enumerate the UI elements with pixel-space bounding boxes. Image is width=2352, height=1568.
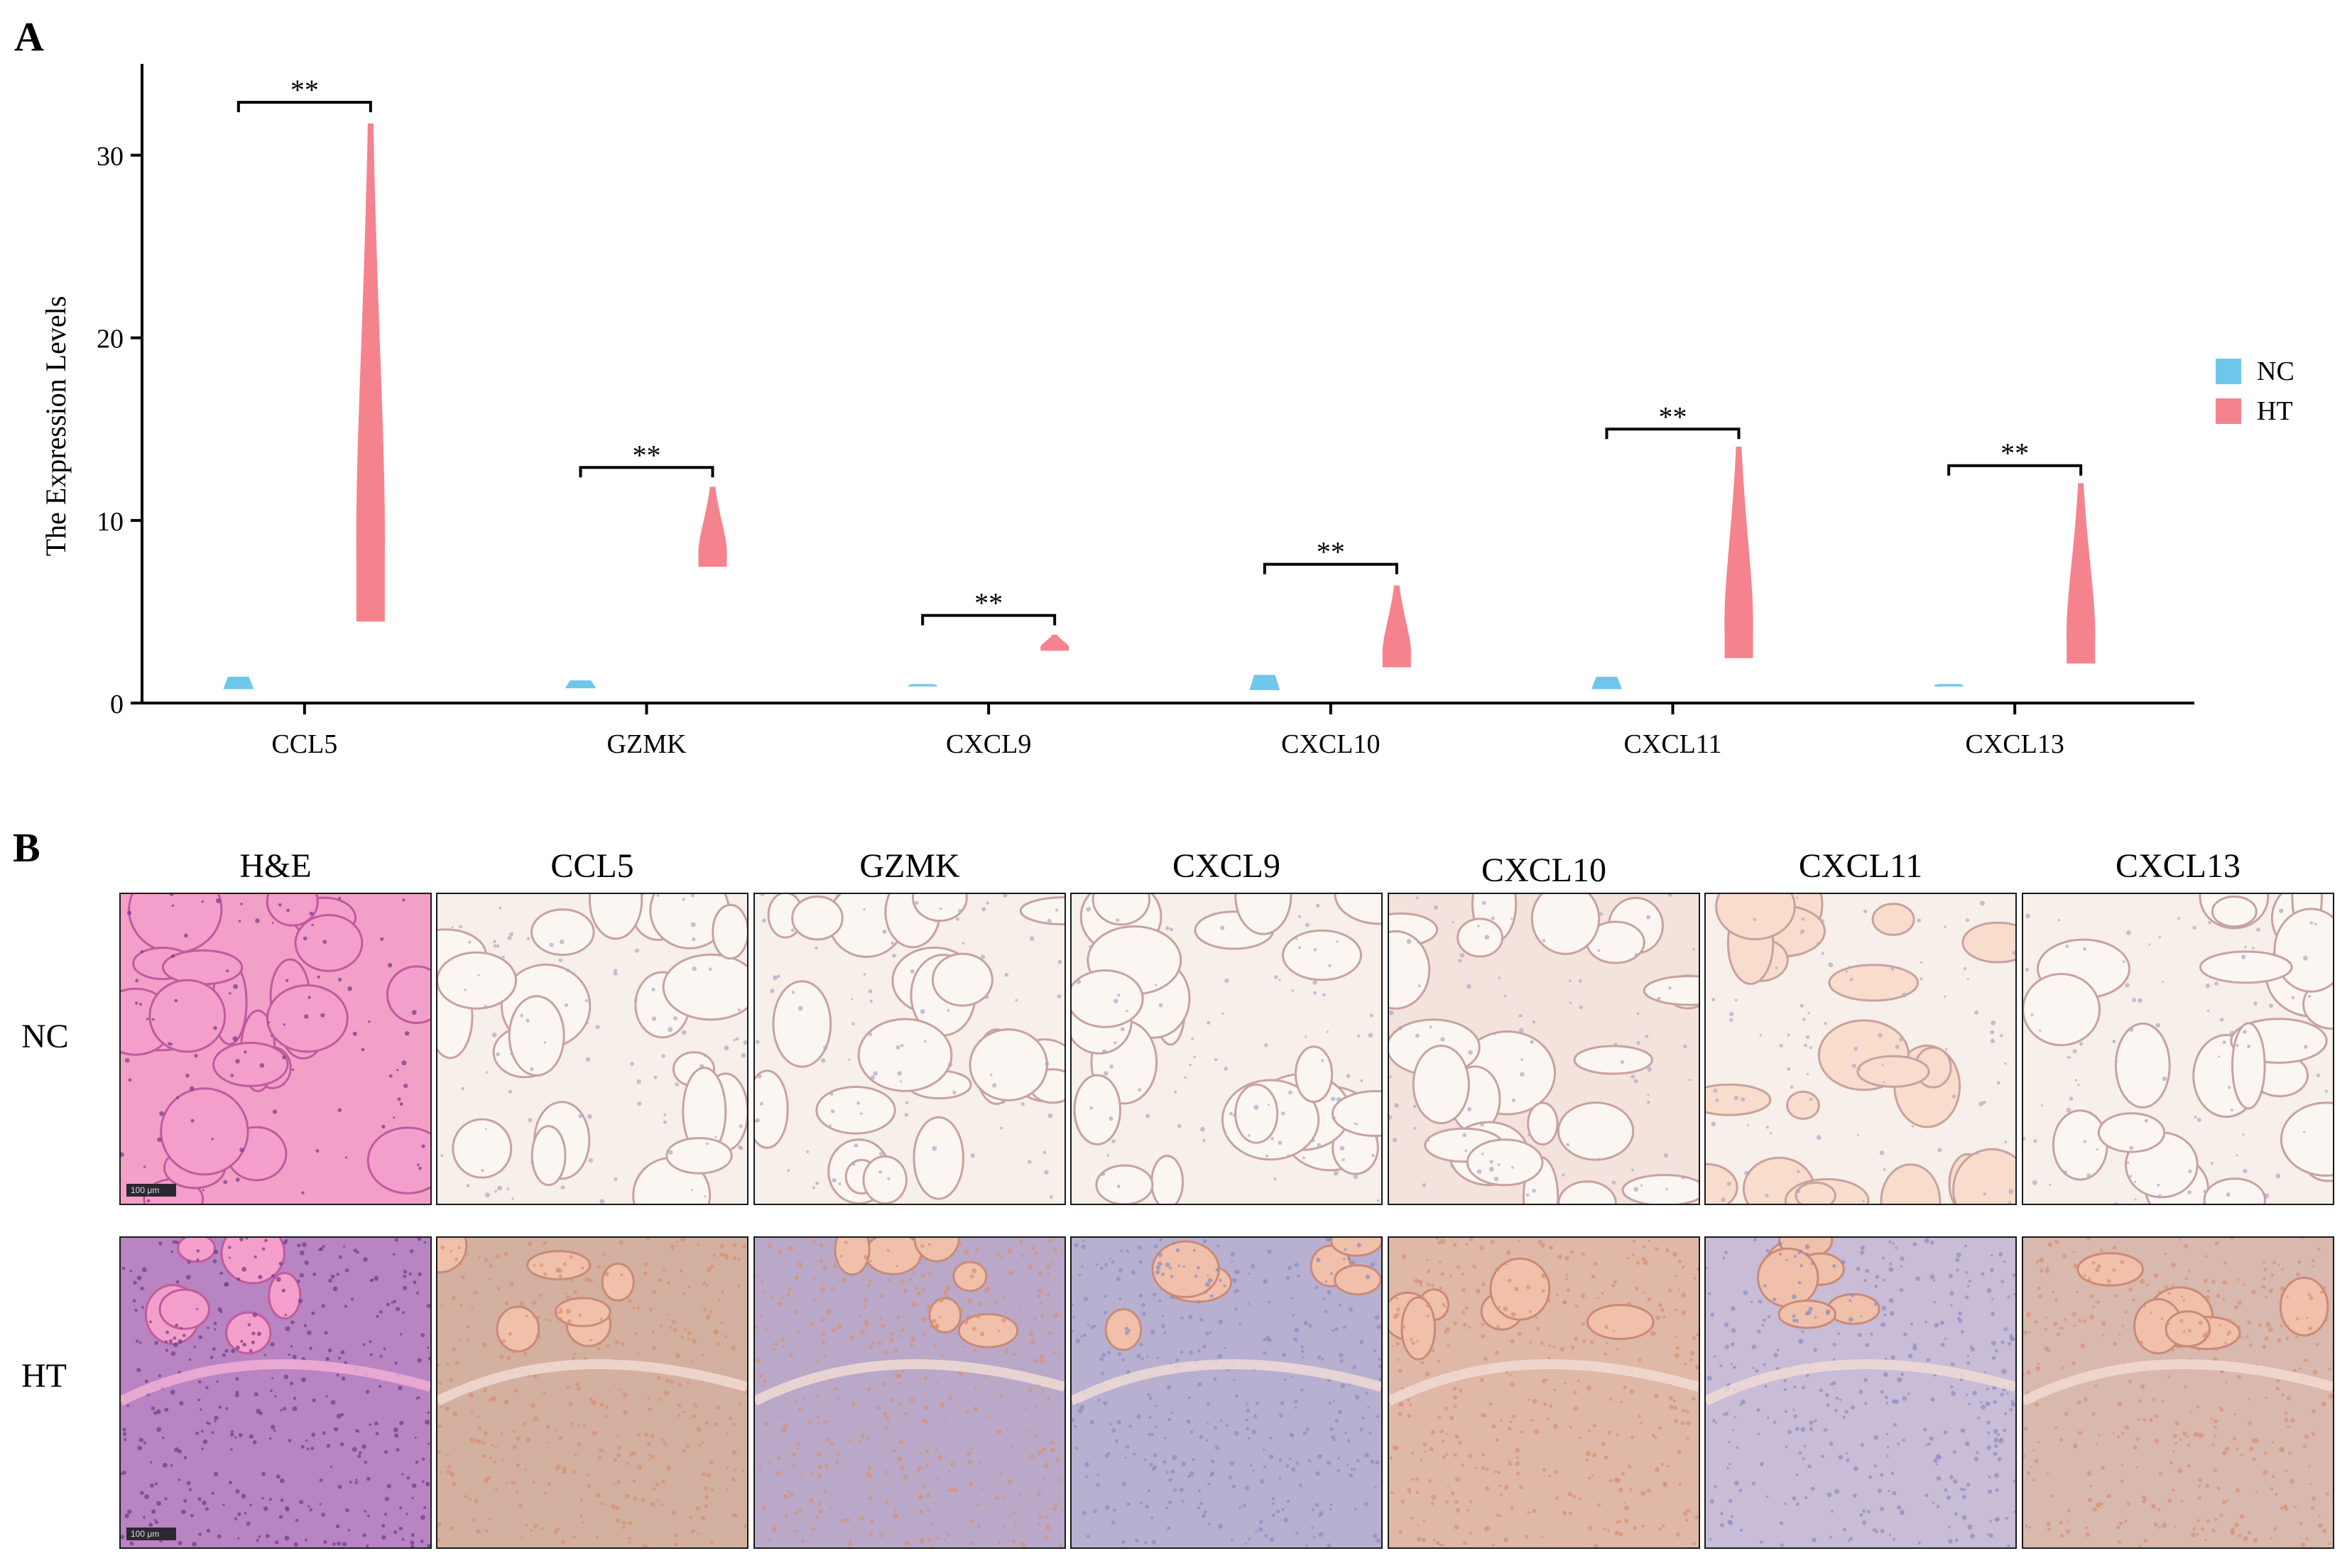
significance-bracket (236, 101, 372, 112)
significance-label: ** (2000, 437, 2029, 469)
x-tick-label: CCL5 (271, 729, 337, 759)
micrograph-nc-cxcl11 (1704, 893, 2017, 1205)
x-tick-label: CXCL11 (1624, 729, 1722, 759)
violin-nc-cxcl10 (1249, 675, 1280, 690)
column-label: GZMK (859, 847, 960, 885)
y-tick-label: 0 (110, 690, 124, 719)
scale-bar: 100 μm (126, 1184, 177, 1197)
violin-ht-cxcl9 (1040, 634, 1069, 651)
micrograph-nc-cxcl13 (2022, 893, 2334, 1205)
violin-ht-gzmk (698, 486, 727, 567)
violin-nc-gzmk (565, 680, 597, 689)
scale-bar: 100 μm (126, 1528, 177, 1540)
x-tick-label: CXCL9 (946, 729, 1031, 759)
significance-bracket (921, 614, 1057, 626)
y-tick-label: 10 (97, 507, 124, 537)
panel-a-letter: A (14, 13, 44, 60)
micrograph-nc-ccl5 (436, 893, 748, 1205)
micrograph-ht-he: 100 μm (119, 1236, 432, 1549)
legend-swatch-ht (2216, 398, 2241, 424)
x-tick-label: CXCL10 (1281, 729, 1380, 759)
micrograph-nc-gzmk (753, 893, 1066, 1205)
column-label: CXCL9 (1172, 847, 1280, 885)
micrograph-ht-cxcl10 (1388, 1236, 1700, 1549)
micrograph-ht-cxcl9 (1070, 1236, 1383, 1549)
micrograph-ht-ccl5 (436, 1236, 748, 1549)
significance-bracket (1605, 428, 1741, 440)
violin-ht-cxcl13 (2066, 483, 2096, 664)
column-label: CXCL10 (1481, 851, 1606, 889)
significance-bracket (1263, 562, 1398, 575)
y-tick-label: 30 (97, 142, 124, 172)
micrograph-ht-gzmk (753, 1236, 1066, 1549)
violin-ht-cxcl10 (1382, 585, 1411, 668)
micrograph-nc-he: 100 μm (119, 893, 432, 1205)
significance-label: ** (633, 439, 661, 471)
significance-label: ** (1659, 401, 1687, 432)
column-label: H&E (239, 847, 312, 885)
legend-label-nc: NC (2257, 356, 2294, 386)
micrograph-ht-cxcl13 (2022, 1236, 2334, 1549)
column-label: CXCL11 (1798, 847, 1923, 885)
column-label: CCL5 (550, 847, 634, 885)
panel-b-letter: B (13, 824, 40, 871)
column-label: CXCL13 (2115, 847, 2241, 885)
violin-nc-ccl5 (223, 677, 254, 690)
row-label: NC (21, 1018, 69, 1055)
micrograph-nc-cxcl9 (1070, 893, 1383, 1205)
legend-label-ht: HT (2257, 396, 2293, 426)
x-tick-label: GZMK (607, 729, 687, 759)
y-axis-label: The Expression Levels (40, 296, 72, 557)
micrograph-nc-cxcl10 (1388, 893, 1700, 1205)
significance-label: ** (974, 587, 1003, 619)
micrograph-ht-cxcl11 (1704, 1236, 2017, 1549)
significance-label: ** (290, 74, 319, 106)
violin-nc-cxcl11 (1591, 677, 1622, 690)
violin-ht-cxcl11 (1724, 447, 1753, 658)
significance-label: ** (1317, 536, 1345, 568)
violin-chart: 0 10 20 30 The Expression Levels CCL5 GZMK CXCL… (40, 64, 2294, 759)
significance-bracket (1947, 464, 2083, 476)
x-tick-label: CXCL13 (1965, 729, 2064, 759)
significance-bracket (579, 466, 714, 478)
legend-swatch-nc (2216, 359, 2241, 384)
y-tick-label: 20 (97, 325, 124, 354)
violin-ht-ccl5 (356, 123, 385, 622)
row-label: HT (21, 1357, 67, 1395)
